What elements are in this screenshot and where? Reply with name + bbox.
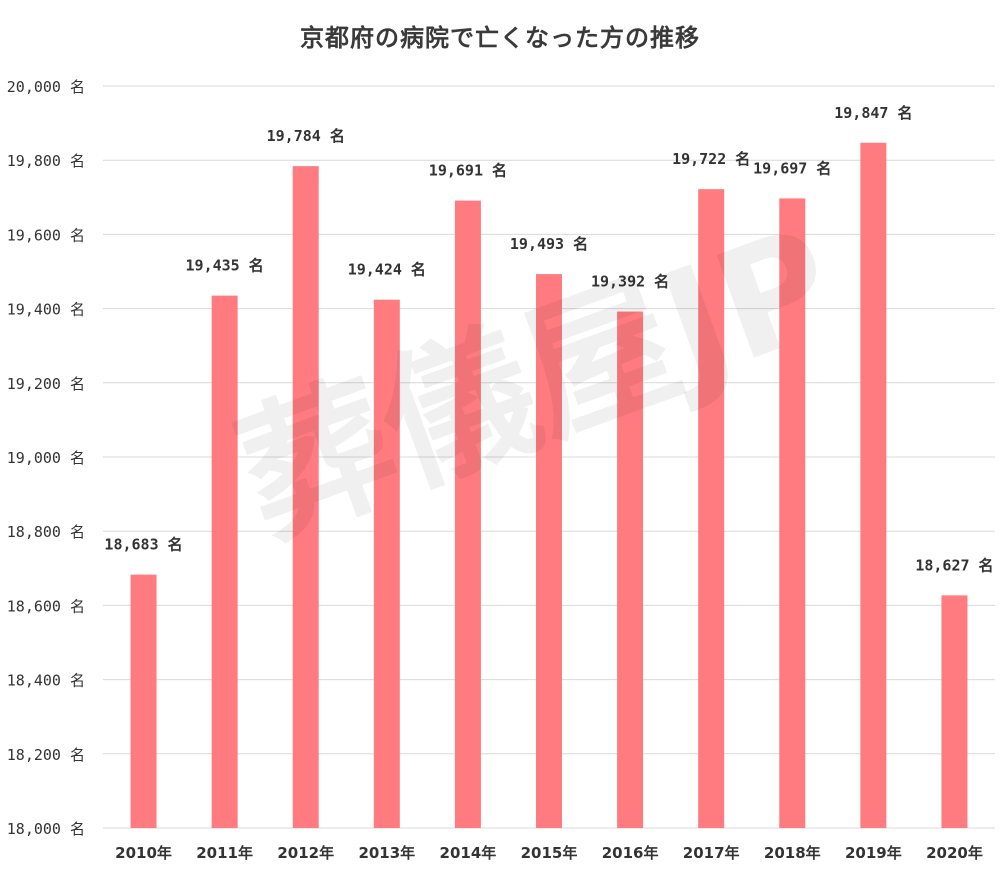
data-label: 19,722 名 — [672, 150, 750, 168]
bars — [130, 142, 968, 829]
x-tick-label: 2013年 — [358, 844, 415, 862]
x-tick-label: 2016年 — [602, 844, 659, 862]
data-label: 19,424 名 — [348, 261, 426, 279]
y-axis-ticks: 18,000 名 18,200 名 18,400 名 18,600 名 18,800 名… — [7, 78, 85, 838]
bar — [860, 142, 887, 828]
bar — [617, 311, 644, 828]
y-tick-label: 19,400 名 — [7, 301, 85, 319]
x-tick-label: 2019年 — [845, 844, 902, 862]
y-tick-label: 19,000 名 — [7, 449, 85, 467]
x-tick-label: 2017年 — [683, 844, 740, 862]
x-tick-label: 2020年 — [926, 844, 983, 862]
data-label: 19,697 名 — [753, 159, 831, 177]
data-labels: 18,683 名 19,435 名 19,784 名 19,424 名 19,691 名… — [104, 104, 993, 575]
y-tick-label: 19,800 名 — [7, 152, 85, 170]
bar — [130, 574, 157, 828]
bar — [536, 274, 562, 828]
x-tick-label: 2018年 — [764, 844, 821, 862]
y-tick-label: 18,000 名 — [7, 820, 85, 838]
y-tick-label: 18,800 名 — [7, 523, 85, 541]
data-label: 19,435 名 — [186, 257, 264, 275]
y-tick-label: 18,200 名 — [7, 746, 85, 764]
bar — [941, 595, 968, 828]
y-tick-label: 19,200 名 — [7, 375, 85, 393]
data-label: 19,493 名 — [510, 235, 588, 253]
x-tick-label: 2010年 — [115, 844, 172, 862]
data-label: 19,847 名 — [834, 104, 912, 122]
y-tick-label: 18,400 名 — [7, 672, 85, 690]
y-tick-label: 19,600 名 — [7, 226, 85, 244]
bar — [373, 299, 400, 828]
bar — [292, 166, 319, 829]
bar — [454, 200, 481, 828]
chart-title: 京都府の病院で亡くなった方の推移 — [300, 24, 700, 52]
y-tick-label: 18,600 名 — [7, 597, 85, 615]
bar — [779, 198, 806, 829]
x-axis-ticks: 2010年 2011年 2012年 2013年 2014年 2015年 2016年 2017年… — [115, 844, 983, 862]
bar — [211, 295, 238, 828]
data-label: 19,784 名 — [267, 127, 345, 145]
x-tick-label: 2012年 — [277, 844, 334, 862]
data-label: 18,683 名 — [104, 536, 182, 554]
data-label: 19,691 名 — [429, 162, 507, 180]
x-tick-label: 2011年 — [196, 844, 253, 862]
data-label: 18,627 名 — [915, 556, 993, 574]
bar — [698, 189, 725, 828]
data-label: 19,392 名 — [591, 273, 669, 291]
x-tick-label: 2015年 — [521, 844, 578, 862]
x-tick-label: 2014年 — [440, 844, 497, 862]
y-tick-label: 20,000 名 — [7, 78, 85, 96]
